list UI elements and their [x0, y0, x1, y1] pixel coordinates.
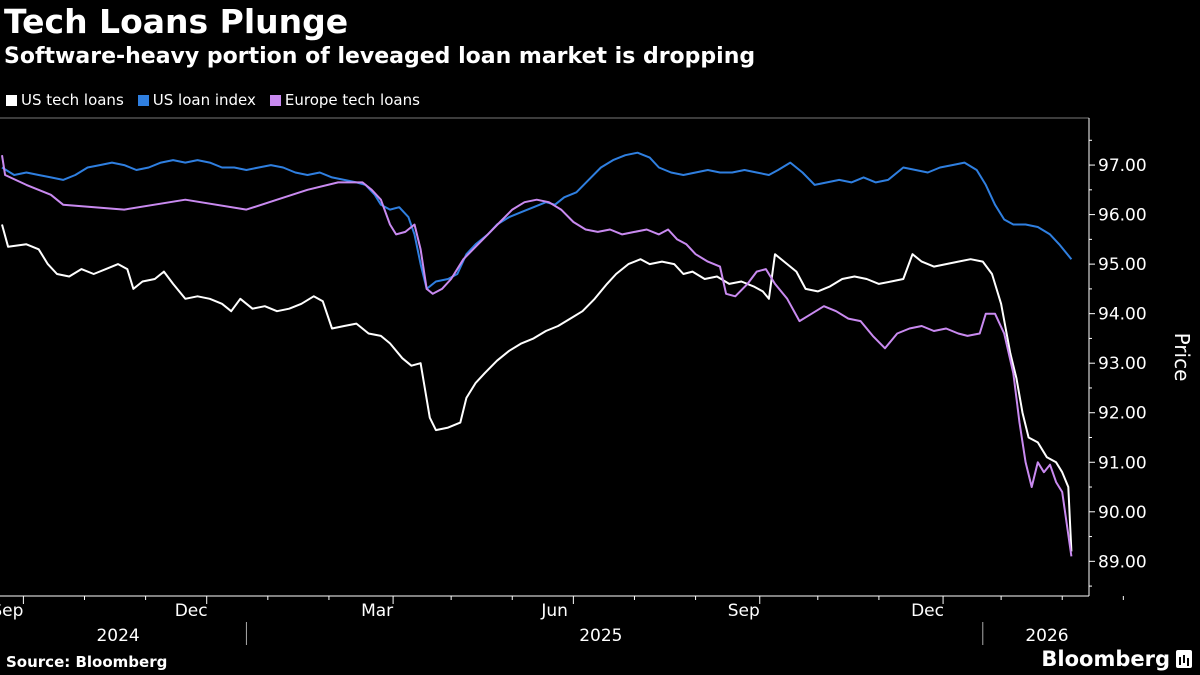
bloomberg-logo: Bloomberg [1041, 647, 1192, 671]
legend-label-us-tech-loans: US tech loans [21, 91, 124, 109]
chart-subtitle: Software-heavy portion of leveaged loan … [4, 44, 756, 69]
y-tick-label: 95.00 [1098, 255, 1147, 275]
x-tick-label: Sep [0, 601, 23, 621]
series-line-us-loan-index [1, 151, 1073, 290]
x-tick-label: Jun [540, 601, 568, 621]
legend-swatch-us-loan-index [137, 94, 149, 106]
legend-item-europe-tech-loans: Europe tech loans [269, 91, 420, 109]
year-label: 2025 [579, 626, 622, 646]
brand-name: Bloomberg [1041, 647, 1170, 671]
legend-label-us-loan-index: US loan index [152, 91, 256, 109]
legend-item-us-tech-loans: US tech loans [6, 91, 124, 109]
series-line-us-tech-loans [1, 224, 1073, 552]
legend-label-europe-tech-loans: Europe tech loans [284, 91, 420, 109]
y-tick-label: 91.00 [1098, 453, 1147, 473]
y-tick-label: 97.00 [1098, 156, 1147, 176]
chart-title: Tech Loans Plunge [4, 2, 349, 41]
x-tick-label: Dec [175, 601, 208, 621]
legend: US tech loans US loan index Europe tech … [6, 91, 420, 109]
x-tick-label: Dec [911, 601, 944, 621]
year-label: 2026 [1025, 626, 1068, 646]
y-tick-label: 93.00 [1098, 354, 1147, 374]
bloomberg-chart-icon [1176, 650, 1192, 668]
series-line-europe-tech-loans [1, 155, 1073, 557]
y-tick-label: 92.00 [1098, 404, 1147, 424]
y-tick-label: 90.00 [1098, 503, 1147, 523]
year-label: 2024 [96, 626, 139, 646]
source-note: Source: Bloomberg [6, 653, 168, 671]
x-tick-label: Sep [728, 601, 760, 621]
x-tick-label: Mar [361, 601, 393, 621]
y-tick-label: 94.00 [1098, 305, 1147, 325]
y-axis-label: Price [1170, 333, 1194, 382]
legend-swatch-europe-tech-loans [269, 94, 281, 106]
y-tick-label: 96.00 [1098, 206, 1147, 226]
legend-swatch-us-tech-loans [6, 94, 17, 106]
y-tick-label: 89.00 [1098, 552, 1147, 572]
legend-item-us-loan-index: US loan index [137, 91, 256, 109]
